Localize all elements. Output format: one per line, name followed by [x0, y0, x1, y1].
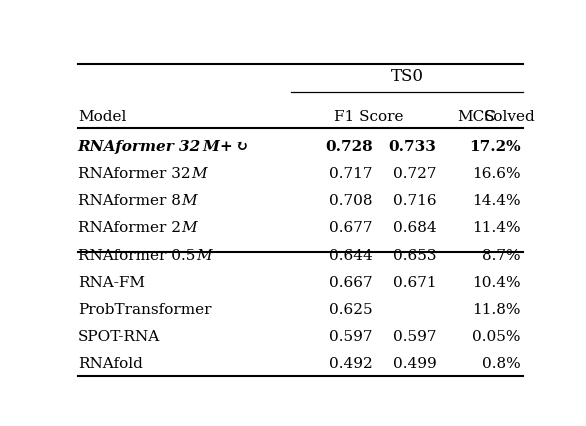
Text: 0.733: 0.733: [389, 140, 437, 154]
Text: RNA-FM: RNA-FM: [78, 276, 145, 290]
Text: 0.677: 0.677: [329, 222, 373, 235]
Text: F1 Score: F1 Score: [333, 110, 403, 124]
Text: RNAformer 32: RNAformer 32: [78, 140, 201, 154]
Text: 0.684: 0.684: [393, 222, 437, 235]
Text: 0.597: 0.597: [393, 330, 437, 344]
Text: 0.667: 0.667: [329, 276, 373, 290]
Text: 0.671: 0.671: [393, 276, 437, 290]
Text: ProbTransformer: ProbTransformer: [78, 303, 212, 317]
Text: 0.716: 0.716: [393, 194, 437, 208]
Text: RNAformer 0.5: RNAformer 0.5: [78, 249, 195, 262]
Text: RNAformer 8: RNAformer 8: [78, 194, 180, 208]
Text: 0.644: 0.644: [329, 249, 373, 262]
Text: 11.8%: 11.8%: [472, 303, 520, 317]
Text: MCC: MCC: [457, 110, 496, 124]
Text: 11.4%: 11.4%: [472, 222, 520, 235]
Text: 14.4%: 14.4%: [472, 194, 520, 208]
Text: 0.8%: 0.8%: [482, 357, 520, 371]
Text: Model: Model: [78, 110, 126, 124]
Text: 0.05%: 0.05%: [472, 330, 520, 344]
Text: 0.717: 0.717: [329, 167, 373, 181]
Text: TS0: TS0: [390, 67, 424, 84]
Text: RNAfold: RNAfold: [78, 357, 142, 371]
Text: 0.653: 0.653: [393, 249, 437, 262]
Text: M: M: [182, 222, 197, 235]
Text: 0.597: 0.597: [329, 330, 373, 344]
Text: 16.6%: 16.6%: [472, 167, 520, 181]
Text: Solved: Solved: [483, 110, 535, 124]
Text: M: M: [191, 167, 207, 181]
Text: M: M: [196, 249, 212, 262]
Text: 0.492: 0.492: [329, 357, 373, 371]
Text: + ↻: + ↻: [220, 140, 248, 154]
Text: 17.2%: 17.2%: [469, 140, 520, 154]
Text: 0.625: 0.625: [329, 303, 373, 317]
Text: RNAformer 2: RNAformer 2: [78, 222, 181, 235]
Text: SPOT-RNA: SPOT-RNA: [78, 330, 160, 344]
Text: RNAformer 32: RNAformer 32: [78, 167, 190, 181]
Text: 0.727: 0.727: [393, 167, 437, 181]
Text: M: M: [202, 140, 219, 154]
Text: 10.4%: 10.4%: [472, 276, 520, 290]
Text: M: M: [182, 194, 197, 208]
Text: 8.7%: 8.7%: [482, 249, 520, 262]
Text: 0.728: 0.728: [325, 140, 373, 154]
Text: 0.499: 0.499: [393, 357, 437, 371]
Text: 0.708: 0.708: [329, 194, 373, 208]
